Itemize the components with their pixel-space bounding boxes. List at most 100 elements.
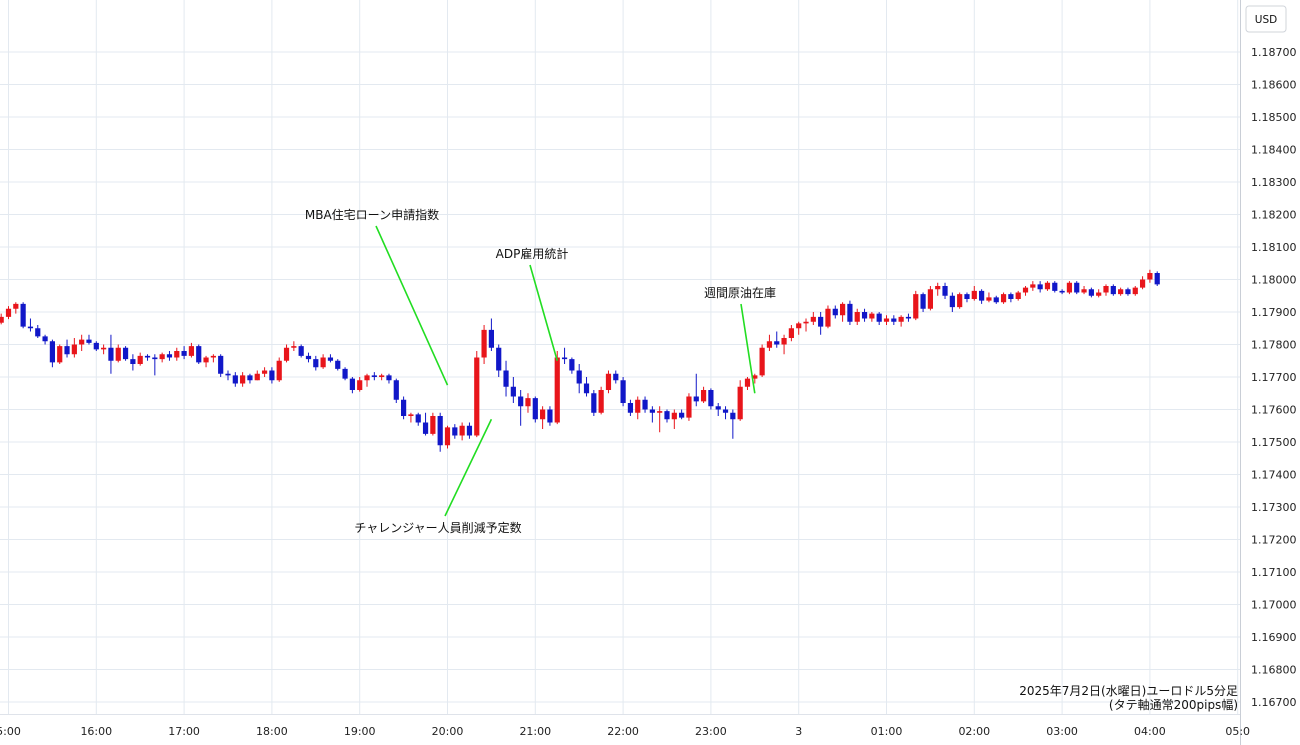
y-tick-label: 1.18300 <box>1251 176 1297 189</box>
candle-body <box>196 346 202 363</box>
candle-body <box>430 416 436 434</box>
candle-body <box>49 341 55 363</box>
candle-body <box>744 378 751 387</box>
y-tick-label: 1.18700 <box>1251 46 1297 59</box>
candle-body <box>554 357 560 423</box>
candle-body <box>664 411 670 420</box>
candle-body <box>122 347 129 360</box>
x-tick-label: 22:00 <box>607 725 639 738</box>
candle-body <box>188 346 195 356</box>
y-tick-label: 1.17500 <box>1251 436 1297 449</box>
annotation-label: ADP雇用統計 <box>496 246 569 261</box>
y-tick-label: 1.17600 <box>1251 404 1297 417</box>
candle-body <box>181 351 187 356</box>
y-tick-label: 1.18000 <box>1251 274 1297 287</box>
candle-body <box>635 399 641 413</box>
candle-body <box>971 290 977 299</box>
candle-body <box>408 414 414 416</box>
candle-body <box>269 370 275 381</box>
candle-body <box>1132 287 1138 295</box>
x-tick-label: 04:00 <box>1134 725 1166 738</box>
candle-body <box>832 308 838 316</box>
candle-body <box>1000 294 1007 303</box>
candle-body <box>979 290 985 301</box>
y-tick-label: 1.17700 <box>1251 371 1297 384</box>
x-axis: 5:00 16:00 17:00 18:00 19:00 20:00 21:00 22:00 2… <box>0 725 1250 738</box>
candle-body <box>1030 284 1036 288</box>
x-tick-label: 16:00 <box>80 725 112 738</box>
candle-body <box>876 313 882 322</box>
candle-body <box>854 312 860 322</box>
candle-body <box>225 373 231 376</box>
candle-body <box>796 323 802 329</box>
candle-body <box>466 425 473 436</box>
candle-body <box>869 313 875 319</box>
candle-body <box>474 357 480 436</box>
candle-body <box>927 289 933 309</box>
candle-body <box>759 347 765 376</box>
candle-body <box>298 346 304 356</box>
candle-body <box>715 406 721 410</box>
candle-body <box>1096 292 1102 296</box>
x-tick-label: 17:00 <box>168 725 200 738</box>
candle-body <box>1139 279 1146 288</box>
candle-body <box>649 409 655 413</box>
candle-body <box>1022 287 1029 293</box>
candle-body <box>986 297 992 301</box>
candle-body <box>627 403 634 413</box>
candle-body <box>313 359 319 368</box>
annotation-pointer-line <box>444 418 493 517</box>
candle-body <box>576 370 582 384</box>
candle-body <box>642 399 648 410</box>
candle-body <box>788 328 794 338</box>
chart-caption-line2: (タテ軸通常200pips幅) <box>1109 697 1238 712</box>
candle-body <box>693 396 699 402</box>
y-tick-label: 1.18400 <box>1251 144 1297 157</box>
candle-body <box>1118 289 1124 295</box>
x-tick-label: 21:00 <box>519 725 551 738</box>
y-tick-label: 1.16900 <box>1251 631 1297 644</box>
x-tick-label: 01:00 <box>871 725 903 738</box>
candle-body <box>305 355 312 360</box>
candle-body <box>883 318 890 322</box>
x-tick-label: 18:00 <box>256 725 288 738</box>
candle-body <box>708 390 714 407</box>
y-tick-label: 1.18100 <box>1251 241 1297 254</box>
candle-body <box>1052 282 1058 291</box>
candle-body <box>898 316 904 322</box>
candles-layer <box>0 269 1160 452</box>
candle-body <box>620 380 626 403</box>
candle-body <box>386 375 392 381</box>
candle-body <box>42 336 48 342</box>
x-tick-label: 19:00 <box>344 725 376 738</box>
candle-body <box>13 303 19 309</box>
candle-body <box>518 396 524 407</box>
candle-body <box>810 316 816 322</box>
candle-body <box>481 329 487 358</box>
candle-body <box>218 355 224 374</box>
annotation-label: 週間原油在庫 <box>704 286 776 300</box>
candle-body <box>1088 289 1094 296</box>
candle-body <box>210 355 216 358</box>
candle-body <box>964 294 970 299</box>
candle-body <box>1044 282 1051 290</box>
candle-body <box>942 286 948 296</box>
currency-box[interactable] <box>1245 5 1287 33</box>
candle-body <box>35 328 41 337</box>
candle-body <box>401 399 407 416</box>
y-tick-label: 1.17400 <box>1251 469 1297 482</box>
candle-body <box>174 351 180 358</box>
candle-body <box>335 360 341 369</box>
candle-body <box>57 346 63 363</box>
y-tick-label: 1.18500 <box>1251 111 1297 124</box>
candle-body <box>20 303 26 327</box>
candle-body <box>496 347 502 371</box>
candle-body <box>144 355 151 358</box>
candle-body <box>540 409 546 420</box>
candle-body <box>101 347 107 350</box>
x-tick-label: 3 <box>795 725 802 738</box>
candle-body <box>1103 286 1109 293</box>
candle-body <box>1154 273 1160 285</box>
candle-body <box>957 294 963 308</box>
